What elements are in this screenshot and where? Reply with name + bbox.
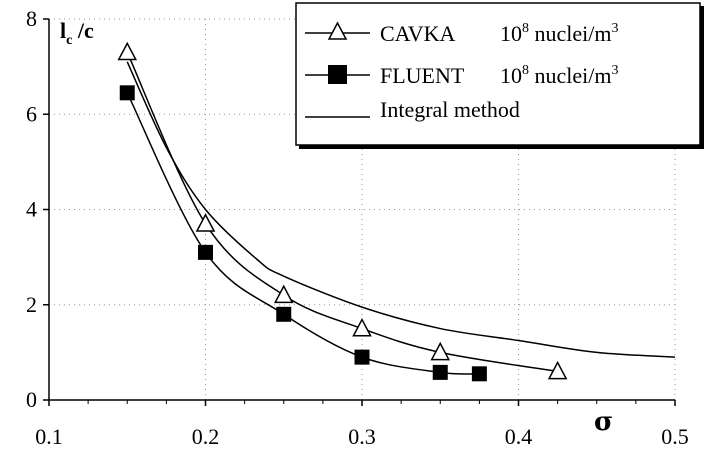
data-point-cavka [273, 284, 294, 304]
legend-extra-base-cavka: 10 [500, 21, 522, 46]
data-point-fluent [471, 366, 487, 382]
series-line-cavka [126, 52, 558, 373]
data-point-fluent [198, 244, 213, 260]
legend-label-fluent: FLUENT [380, 63, 465, 88]
data-point-cavka [430, 341, 451, 361]
data-point-cavka [352, 317, 372, 337]
legend-extra-unitexp-fluent: 3 [611, 63, 618, 78]
y-tick-label: 6 [26, 101, 37, 126]
y-tick-label: 4 [26, 197, 37, 222]
legend-extra-exp-fluent: 8 [522, 63, 529, 78]
x-tick-label: 0.3 [348, 424, 376, 449]
y-axis-label-sub: c [66, 33, 72, 48]
data-point-cavka [547, 360, 568, 380]
y-axis-label-main: l [60, 18, 66, 43]
data-point-cavka [117, 41, 138, 61]
y-tick-label: 2 [26, 292, 37, 317]
legend-entry-fluent: FLUENT [380, 63, 465, 88]
series-line-integral-method [126, 61, 676, 358]
legend-shadow-bottom [299, 145, 704, 149]
y-tick-label: 8 [26, 6, 37, 31]
data-point-fluent [119, 85, 135, 101]
y-axis-label: lc /c [60, 18, 94, 48]
legend-label-cavka: CAVKA [380, 21, 456, 46]
legend-box [295, 2, 701, 146]
legend-extra-unitexp-cavka: 3 [611, 21, 618, 36]
data-point-fluent [354, 349, 370, 365]
data-point-cavka [195, 213, 216, 232]
y-axis-label-rest: /c [72, 18, 94, 43]
legend-extra-mid-fluent: nuclei/m [529, 63, 611, 88]
x-tick-label: 0.2 [192, 424, 220, 449]
data-point-fluent [432, 364, 448, 380]
x-tick-label: 0.4 [505, 424, 533, 449]
legend: CAVKA 108 nuclei/m3 FLUENT 108 nuclei/m3… [295, 2, 704, 149]
x-tick-label: 0.1 [35, 424, 63, 449]
x-axis-label: σ [594, 407, 613, 437]
x-tick-label: 0.5 [661, 424, 689, 449]
legend-entry-integral: Integral method [380, 97, 520, 122]
legend-entry-cavka: CAVKA [380, 21, 456, 46]
legend-extra-exp-cavka: 8 [522, 21, 529, 36]
legend-extra-mid-cavka: nuclei/m [529, 21, 611, 46]
legend-marker-cavka [327, 21, 348, 40]
legend-extra-cavka: 108 nuclei/m3 [500, 21, 618, 46]
legend-extra-base-fluent: 10 [500, 63, 522, 88]
legend-marker-fluent [328, 65, 347, 84]
axes [43, 18, 676, 406]
y-tick-label: 0 [26, 387, 37, 412]
svg-text:lc /c: lc /c [60, 18, 94, 48]
tick-labels: 0 2 4 6 8 0.1 0.2 0.3 0.4 0.5 [26, 6, 689, 449]
series-layer [117, 41, 676, 382]
legend-shadow-right [700, 6, 704, 148]
data-point-fluent [276, 306, 292, 322]
legend-extra-fluent: 108 nuclei/m3 [500, 63, 618, 88]
